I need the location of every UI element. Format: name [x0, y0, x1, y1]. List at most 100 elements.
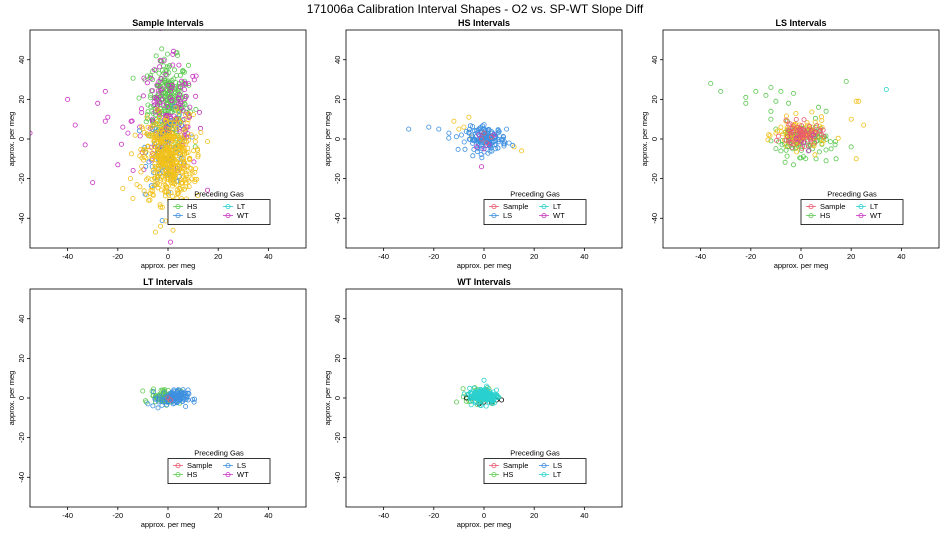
data-point [138, 106, 144, 112]
data-point [478, 152, 484, 158]
legend-label: Sample [503, 461, 528, 470]
legend-label: Sample [820, 202, 845, 211]
data-point [481, 122, 487, 128]
data-point [789, 144, 795, 150]
data-point [484, 136, 490, 142]
data-point [174, 91, 180, 97]
data-point [191, 159, 197, 165]
y-tick-label: 20 [333, 95, 342, 103]
data-point [178, 180, 184, 186]
figure-title: 171006a Calibration Interval Shapes - O2… [307, 2, 644, 16]
data-point [149, 123, 155, 129]
data-point [120, 185, 126, 191]
x-tick-label: 20 [530, 252, 538, 261]
data-point [483, 383, 489, 389]
data-point [149, 155, 155, 161]
data-point [169, 193, 175, 199]
data-point [833, 156, 839, 162]
data-point [468, 402, 474, 408]
legend-marker [175, 204, 181, 210]
data-point [167, 239, 173, 245]
y-tick-label: 20 [333, 354, 342, 362]
x-tick-label: -40 [378, 511, 389, 520]
data-point [158, 187, 164, 193]
data-point [163, 69, 169, 75]
data-point [141, 188, 147, 194]
data-point [774, 137, 780, 143]
legend: Preceding Gas Sample LT LS WT [483, 190, 587, 226]
data-point [499, 397, 505, 403]
data-point [128, 151, 134, 157]
data-point [808, 128, 814, 134]
data-point [159, 402, 165, 408]
data-point [773, 146, 779, 152]
data-point [161, 108, 167, 114]
data-point [446, 130, 452, 136]
data-point [481, 377, 487, 383]
data-point [137, 184, 143, 190]
data-point [164, 184, 170, 190]
data-point [138, 169, 144, 175]
data-point [463, 128, 469, 134]
data-point [483, 140, 489, 146]
data-point [780, 137, 786, 143]
data-point [809, 109, 815, 115]
data-point [167, 154, 173, 160]
data-point [125, 130, 131, 136]
data-point [786, 100, 792, 106]
legend-label: LS [237, 461, 246, 470]
data-point [196, 109, 202, 115]
data-point [162, 112, 168, 118]
data-point [848, 144, 854, 150]
data-point [166, 133, 172, 139]
data-point [162, 189, 168, 195]
legend-marker [225, 204, 231, 210]
data-point [180, 68, 186, 74]
legend-box [483, 458, 587, 485]
data-point [479, 155, 485, 161]
data-point [462, 146, 468, 152]
y-tick-label: -40 [17, 213, 26, 224]
data-point [179, 143, 185, 149]
data-point [456, 126, 462, 132]
data-point [161, 102, 167, 108]
data-point [148, 75, 154, 81]
data-point [149, 116, 155, 122]
data-point [814, 123, 820, 129]
data-point [158, 387, 164, 393]
legend-marker [808, 204, 814, 210]
data-point [474, 149, 480, 155]
data-point [156, 393, 162, 399]
data-point [193, 93, 199, 99]
data-point [487, 148, 493, 154]
data-point [164, 134, 170, 140]
data-point [198, 129, 204, 135]
data-point [175, 96, 181, 102]
data-point [812, 115, 818, 121]
data-point [144, 177, 150, 183]
legend-label: HS [187, 470, 197, 479]
legend-title: Preceding Gas [510, 190, 560, 199]
data-point [174, 73, 180, 79]
data-point [195, 192, 201, 198]
data-point [843, 79, 849, 85]
data-point [144, 114, 150, 120]
data-point [152, 95, 158, 101]
data-point [827, 139, 833, 145]
data-point [466, 114, 472, 120]
data-point [182, 175, 188, 181]
x-tick-label: 20 [214, 511, 222, 520]
x-axis-label: approx. per meg [141, 261, 196, 270]
data-point [489, 148, 495, 154]
data-point [150, 188, 156, 194]
data-point [157, 170, 163, 176]
data-point [787, 121, 793, 127]
legend-marker [491, 204, 497, 210]
data-point [811, 132, 817, 138]
data-point [181, 186, 187, 192]
data-point [506, 140, 512, 146]
data-point [162, 90, 168, 96]
data-point [768, 138, 774, 144]
legend-box [167, 199, 271, 226]
data-point [803, 156, 809, 162]
